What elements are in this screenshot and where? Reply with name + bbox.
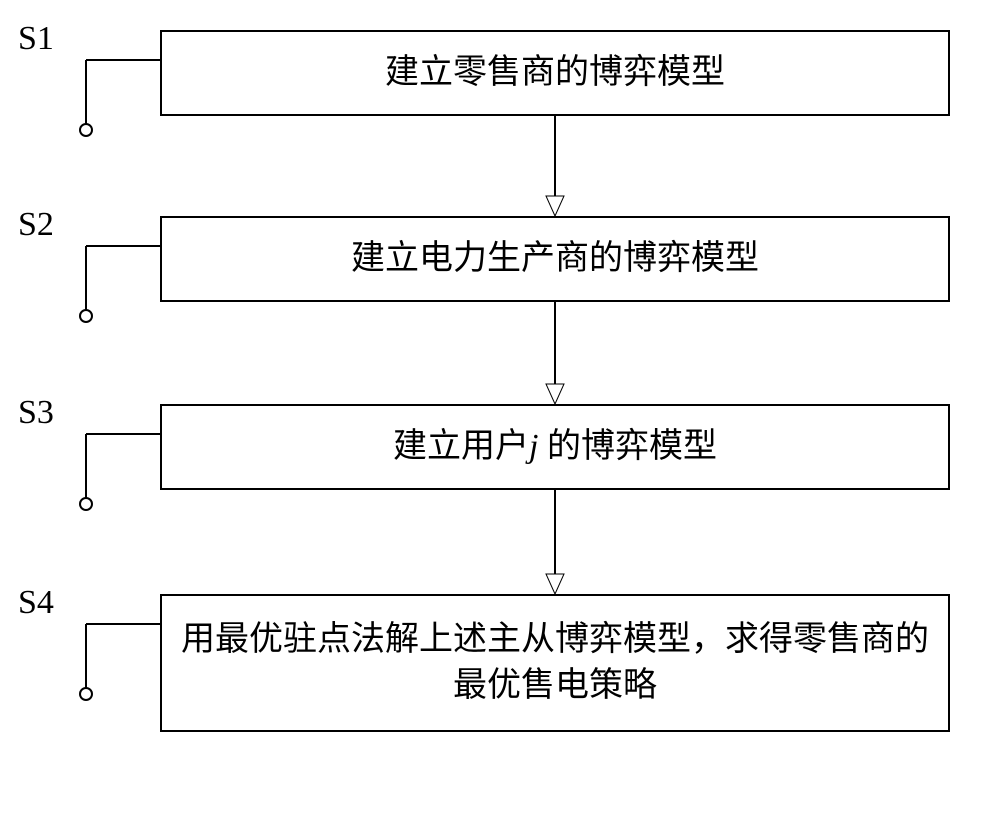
step-text-s4: 用最优驻点法解上述主从博弈模型，求得零售商的最优售电策略 bbox=[172, 617, 938, 709]
step-box-s1: 建立零售商的博弈模型 bbox=[160, 30, 950, 116]
step-text-s1: 建立零售商的博弈模型 bbox=[385, 50, 725, 96]
connector-dot-s2 bbox=[79, 309, 93, 323]
connector-dot-s3 bbox=[79, 497, 93, 511]
step-box-s4: 用最优驻点法解上述主从博弈模型，求得零售商的最优售电策略 bbox=[160, 594, 950, 732]
step-label-s2: S2 bbox=[18, 206, 54, 244]
arrow-head-1 bbox=[546, 196, 564, 216]
arrow-head-2 bbox=[546, 384, 564, 404]
arrow-head-3 bbox=[546, 574, 564, 594]
step-label-s1: S1 bbox=[18, 20, 54, 58]
step-box-s3: 建立用户j 的博弈模型 bbox=[160, 404, 950, 490]
step-box-s2: 建立电力生产商的博弈模型 bbox=[160, 216, 950, 302]
step-label-s3: S3 bbox=[18, 394, 54, 432]
flowchart-canvas: S1 建立零售商的博弈模型 S2 建立电力生产商的博弈模型 S3 建立用户j 的博弈模型 S… bbox=[0, 0, 1000, 821]
connector-dot-s4 bbox=[79, 687, 93, 701]
step-text-s3: 建立用户j 的博弈模型 bbox=[393, 424, 717, 470]
connector-dot-s1 bbox=[79, 123, 93, 137]
step-text-s2: 建立电力生产商的博弈模型 bbox=[351, 236, 759, 282]
step-label-s4: S4 bbox=[18, 584, 54, 622]
